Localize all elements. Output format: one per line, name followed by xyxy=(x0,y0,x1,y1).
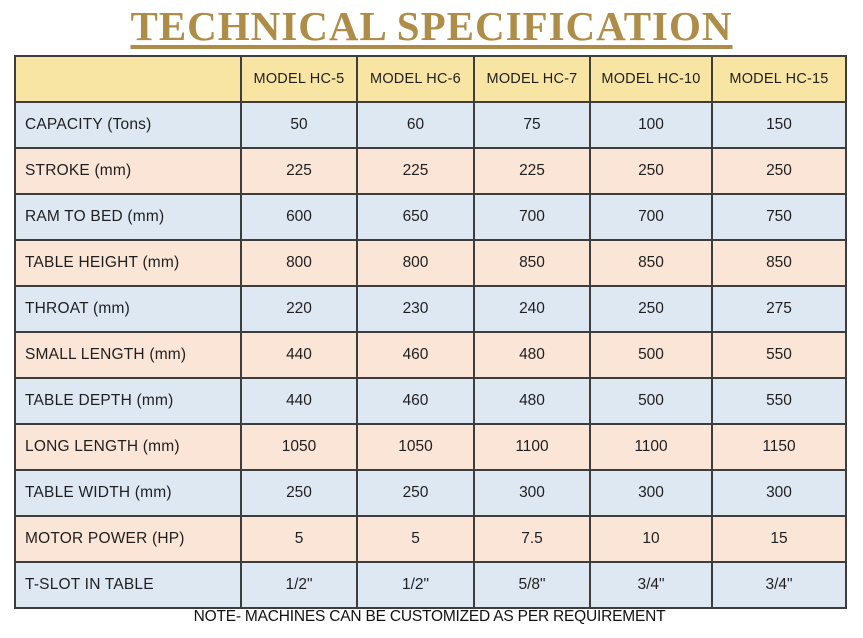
spec-table-header: MODEL HC-5 MODEL HC-6 MODEL HC-7 MODEL HC-1… xyxy=(14,55,847,103)
spec-value-cell: 750 xyxy=(711,193,847,241)
spec-value-cell: 250 xyxy=(589,285,713,333)
spec-value-cell: 700 xyxy=(473,193,591,241)
row-label: STROKE (mm) xyxy=(14,147,242,195)
spec-value-cell: 550 xyxy=(711,331,847,379)
corner-header-cell xyxy=(14,55,242,103)
spec-value-cell: 800 xyxy=(356,239,475,287)
spec-value-cell: 460 xyxy=(356,331,475,379)
spec-table: MODEL HC-5 MODEL HC-6 MODEL HC-7 MODEL HC-1… xyxy=(14,55,847,609)
spec-value-cell: 650 xyxy=(356,193,475,241)
table-row: CAPACITY (Tons) 50 60 75 100 150 xyxy=(14,101,847,149)
row-label: TABLE DEPTH (mm) xyxy=(14,377,242,425)
spec-value-cell: 850 xyxy=(711,239,847,287)
spec-value-cell: 225 xyxy=(356,147,475,195)
spec-value-cell: 150 xyxy=(711,101,847,149)
row-label: TABLE HEIGHT (mm) xyxy=(14,239,242,287)
spec-value-cell: 50 xyxy=(240,101,358,149)
spec-value-cell: 800 xyxy=(240,239,358,287)
table-row: TABLE WIDTH (mm) 250 250 300 300 300 xyxy=(14,469,847,517)
spec-value-cell: 1150 xyxy=(711,423,847,471)
table-row: TABLE HEIGHT (mm) 800 800 850 850 850 xyxy=(14,239,847,287)
page-title: TECHNICAL SPECIFICATION xyxy=(130,3,733,49)
spec-value-cell: 5 xyxy=(356,515,475,563)
spec-value-cell: 250 xyxy=(356,469,475,517)
spec-value-cell: 460 xyxy=(356,377,475,425)
footer-note: NOTE- MACHINES CAN BE CUSTOMIZED AS PER … xyxy=(193,608,666,625)
spec-value-cell: 480 xyxy=(473,377,591,425)
spec-value-cell: 100 xyxy=(589,101,713,149)
spec-value-cell: 1050 xyxy=(356,423,475,471)
table-row: LONG LENGTH (mm) 1050 1050 1100 1100 1150 xyxy=(14,423,847,471)
spec-value-cell: 1100 xyxy=(589,423,713,471)
row-label: THROAT (mm) xyxy=(14,285,242,333)
spec-value-cell: 5/8" xyxy=(473,561,591,609)
spec-value-cell: 225 xyxy=(473,147,591,195)
table-row: THROAT (mm) 220 230 240 250 275 xyxy=(14,285,847,333)
row-label: SMALL LENGTH (mm) xyxy=(14,331,242,379)
row-label: MOTOR POWER (HP) xyxy=(14,515,242,563)
row-label: T-SLOT IN TABLE xyxy=(14,561,242,609)
spec-value-cell: 1/2" xyxy=(240,561,358,609)
spec-value-cell: 275 xyxy=(711,285,847,333)
spec-value-cell: 5 xyxy=(240,515,358,563)
spec-value-cell: 225 xyxy=(240,147,358,195)
spec-value-cell: 440 xyxy=(240,331,358,379)
spec-value-cell: 60 xyxy=(356,101,475,149)
row-label: CAPACITY (Tons) xyxy=(14,101,242,149)
spec-value-cell: 250 xyxy=(240,469,358,517)
spec-value-cell: 1050 xyxy=(240,423,358,471)
column-header: MODEL HC-5 xyxy=(240,55,358,103)
table-row: SMALL LENGTH (mm) 440 460 480 500 550 xyxy=(14,331,847,379)
row-label: RAM TO BED (mm) xyxy=(14,193,242,241)
spec-value-cell: 550 xyxy=(711,377,847,425)
spec-value-cell: 10 xyxy=(589,515,713,563)
spec-value-cell: 300 xyxy=(589,469,713,517)
spec-value-cell: 220 xyxy=(240,285,358,333)
spec-value-cell: 7.5 xyxy=(473,515,591,563)
column-header: MODEL HC-10 xyxy=(589,55,713,103)
spec-value-cell: 500 xyxy=(589,377,713,425)
spec-value-cell: 300 xyxy=(473,469,591,517)
spec-value-cell: 300 xyxy=(711,469,847,517)
spec-value-cell: 850 xyxy=(473,239,591,287)
spec-value-cell: 240 xyxy=(473,285,591,333)
header-row: MODEL HC-5 MODEL HC-6 MODEL HC-7 MODEL HC-1… xyxy=(14,55,847,103)
spec-value-cell: 3/4" xyxy=(711,561,847,609)
column-header: MODEL HC-6 xyxy=(356,55,475,103)
table-row: T-SLOT IN TABLE 1/2" 1/2" 5/8" 3/4" 3/4" xyxy=(14,561,847,609)
spec-value-cell: 850 xyxy=(589,239,713,287)
spec-value-cell: 250 xyxy=(589,147,713,195)
table-row: STROKE (mm) 225 225 225 250 250 xyxy=(14,147,847,195)
table-row: MOTOR POWER (HP) 5 5 7.5 10 15 xyxy=(14,515,847,563)
spec-value-cell: 250 xyxy=(711,147,847,195)
spec-value-cell: 75 xyxy=(473,101,591,149)
column-header: MODEL HC-7 xyxy=(473,55,591,103)
spec-value-cell: 600 xyxy=(240,193,358,241)
spec-value-cell: 1100 xyxy=(473,423,591,471)
row-label: LONG LENGTH (mm) xyxy=(14,423,242,471)
spec-value-cell: 1/2" xyxy=(356,561,475,609)
row-label: TABLE WIDTH (mm) xyxy=(14,469,242,517)
spec-value-cell: 230 xyxy=(356,285,475,333)
table-row: RAM TO BED (mm) 600 650 700 700 750 xyxy=(14,193,847,241)
spec-table-body: CAPACITY (Tons) 50 60 75 100 150 STROKE (mm) 22… xyxy=(14,101,847,609)
spec-value-cell: 3/4" xyxy=(589,561,713,609)
spec-value-cell: 440 xyxy=(240,377,358,425)
spec-value-cell: 500 xyxy=(589,331,713,379)
spec-value-cell: 15 xyxy=(711,515,847,563)
column-header: MODEL HC-15 xyxy=(711,55,847,103)
spec-value-cell: 700 xyxy=(589,193,713,241)
table-row: TABLE DEPTH (mm) 440 460 480 500 550 xyxy=(14,377,847,425)
spec-value-cell: 480 xyxy=(473,331,591,379)
